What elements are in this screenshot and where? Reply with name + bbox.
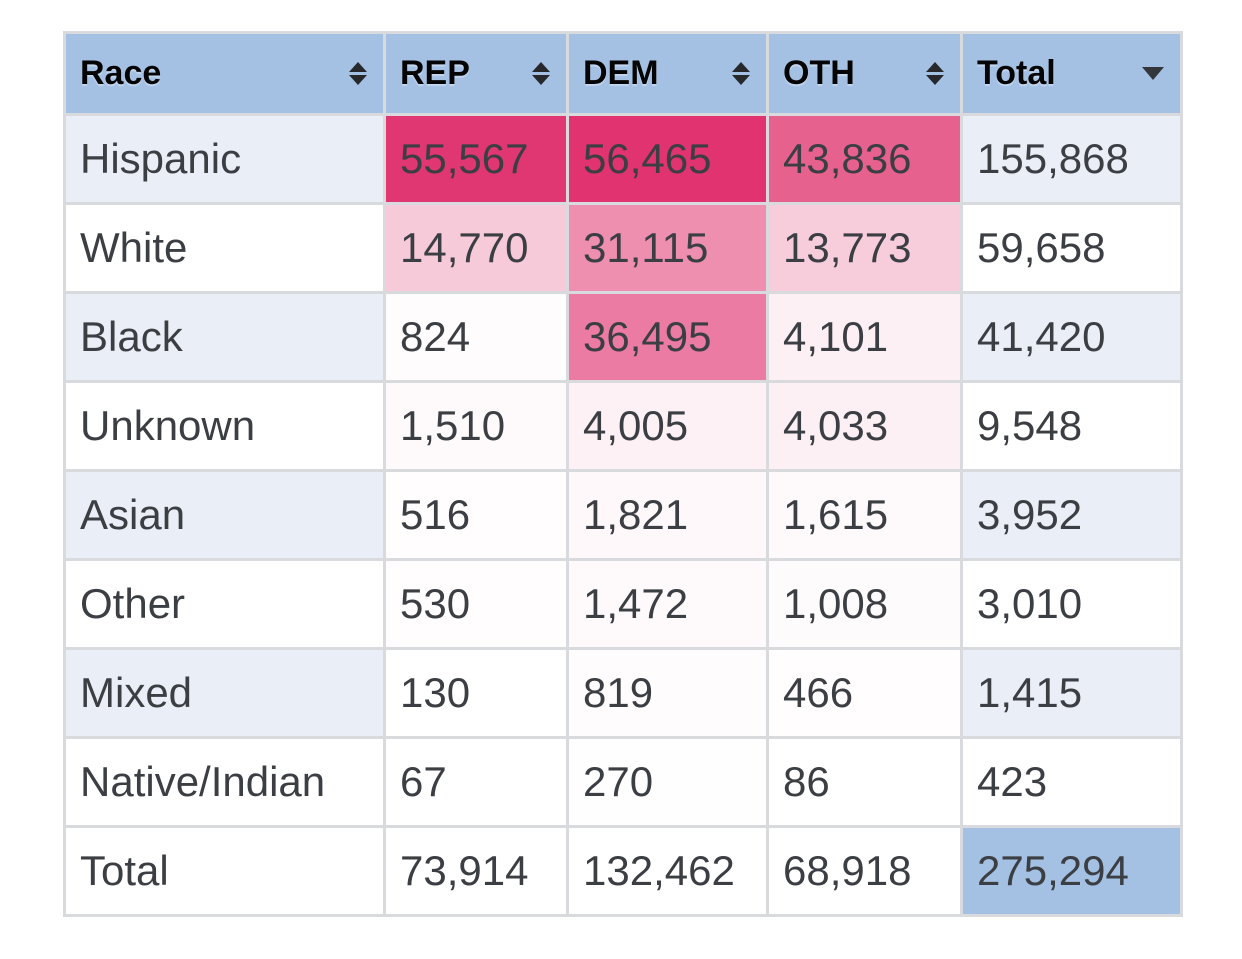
cell-oth: 4,101 — [766, 291, 963, 383]
cell-race: Asian — [63, 469, 386, 561]
cell-race: White — [63, 202, 386, 294]
race-party-table: Race REP DEM OTH Total Hispanic 55,567 56,465 4… — [63, 31, 1183, 917]
table-row-black: Black 824 36,495 4,101 41,420 — [63, 291, 1183, 383]
cell-rep: 14,770 — [383, 202, 569, 294]
column-header-race[interactable]: Race — [63, 31, 386, 116]
table-row-native-indian: Native/Indian 67 270 86 423 — [63, 736, 1183, 828]
table-row-asian: Asian 516 1,821 1,615 3,952 — [63, 469, 1183, 561]
cell-rep: 67 — [383, 736, 569, 828]
cell-total: 155,868 — [960, 113, 1183, 205]
table-row-mixed: Mixed 130 819 466 1,415 — [63, 647, 1183, 739]
cell-rep: 1,510 — [383, 380, 569, 472]
table-row-hispanic: Hispanic 55,567 56,465 43,836 155,868 — [63, 113, 1183, 205]
cell-grand-total: 275,294 — [960, 825, 1183, 917]
cell-total: 3,010 — [960, 558, 1183, 650]
cell-total: 423 — [960, 736, 1183, 828]
cell-race: Hispanic — [63, 113, 386, 205]
cell-dem: 270 — [566, 736, 769, 828]
cell-dem: 1,472 — [566, 558, 769, 650]
cell-rep: 516 — [383, 469, 569, 561]
table-row-unknown: Unknown 1,510 4,005 4,033 9,548 — [63, 380, 1183, 472]
cell-oth: 1,008 — [766, 558, 963, 650]
column-header-dem[interactable]: DEM — [566, 31, 769, 116]
sortable-icon — [732, 62, 750, 85]
race-party-table-container: Race REP DEM OTH Total Hispanic 55,567 56,465 4… — [63, 31, 1183, 917]
column-label-rep: REP — [400, 54, 470, 92]
cell-oth: 466 — [766, 647, 963, 739]
cell-total: 1,415 — [960, 647, 1183, 739]
cell-race: Mixed — [63, 647, 386, 739]
cell-total: 59,658 — [960, 202, 1183, 294]
column-header-oth[interactable]: OTH — [766, 31, 963, 116]
column-label-race: Race — [80, 54, 162, 92]
sort-descending-icon — [1142, 67, 1164, 80]
cell-oth: 13,773 — [766, 202, 963, 294]
column-header-rep[interactable]: REP — [383, 31, 569, 116]
cell-rep: 824 — [383, 291, 569, 383]
cell-race: Other — [63, 558, 386, 650]
cell-dem: 819 — [566, 647, 769, 739]
cell-dem: 4,005 — [566, 380, 769, 472]
cell-dem: 36,495 — [566, 291, 769, 383]
cell-dem: 132,462 — [566, 825, 769, 917]
table-row-other: Other 530 1,472 1,008 3,010 — [63, 558, 1183, 650]
cell-dem: 31,115 — [566, 202, 769, 294]
cell-oth: 86 — [766, 736, 963, 828]
cell-rep: 530 — [383, 558, 569, 650]
sortable-icon — [349, 62, 367, 85]
header-row: Race REP DEM OTH Total — [63, 31, 1183, 116]
cell-race: Black — [63, 291, 386, 383]
cell-oth: 1,615 — [766, 469, 963, 561]
column-label-oth: OTH — [783, 54, 855, 92]
cell-rep: 73,914 — [383, 825, 569, 917]
cell-dem: 56,465 — [566, 113, 769, 205]
sortable-icon — [926, 62, 944, 85]
column-header-total[interactable]: Total — [960, 31, 1183, 116]
cell-dem: 1,821 — [566, 469, 769, 561]
cell-race: Total — [63, 825, 386, 917]
column-label-dem: DEM — [583, 54, 659, 92]
column-label-total: Total — [977, 54, 1056, 92]
cell-oth: 43,836 — [766, 113, 963, 205]
sortable-icon — [532, 62, 550, 85]
cell-total: 9,548 — [960, 380, 1183, 472]
cell-rep: 55,567 — [383, 113, 569, 205]
table-row-total: Total 73,914 132,462 68,918 275,294 — [63, 825, 1183, 917]
cell-oth: 68,918 — [766, 825, 963, 917]
cell-race: Native/Indian — [63, 736, 386, 828]
cell-rep: 130 — [383, 647, 569, 739]
cell-oth: 4,033 — [766, 380, 963, 472]
table-row-white: White 14,770 31,115 13,773 59,658 — [63, 202, 1183, 294]
cell-total: 3,952 — [960, 469, 1183, 561]
cell-total: 41,420 — [960, 291, 1183, 383]
cell-race: Unknown — [63, 380, 386, 472]
